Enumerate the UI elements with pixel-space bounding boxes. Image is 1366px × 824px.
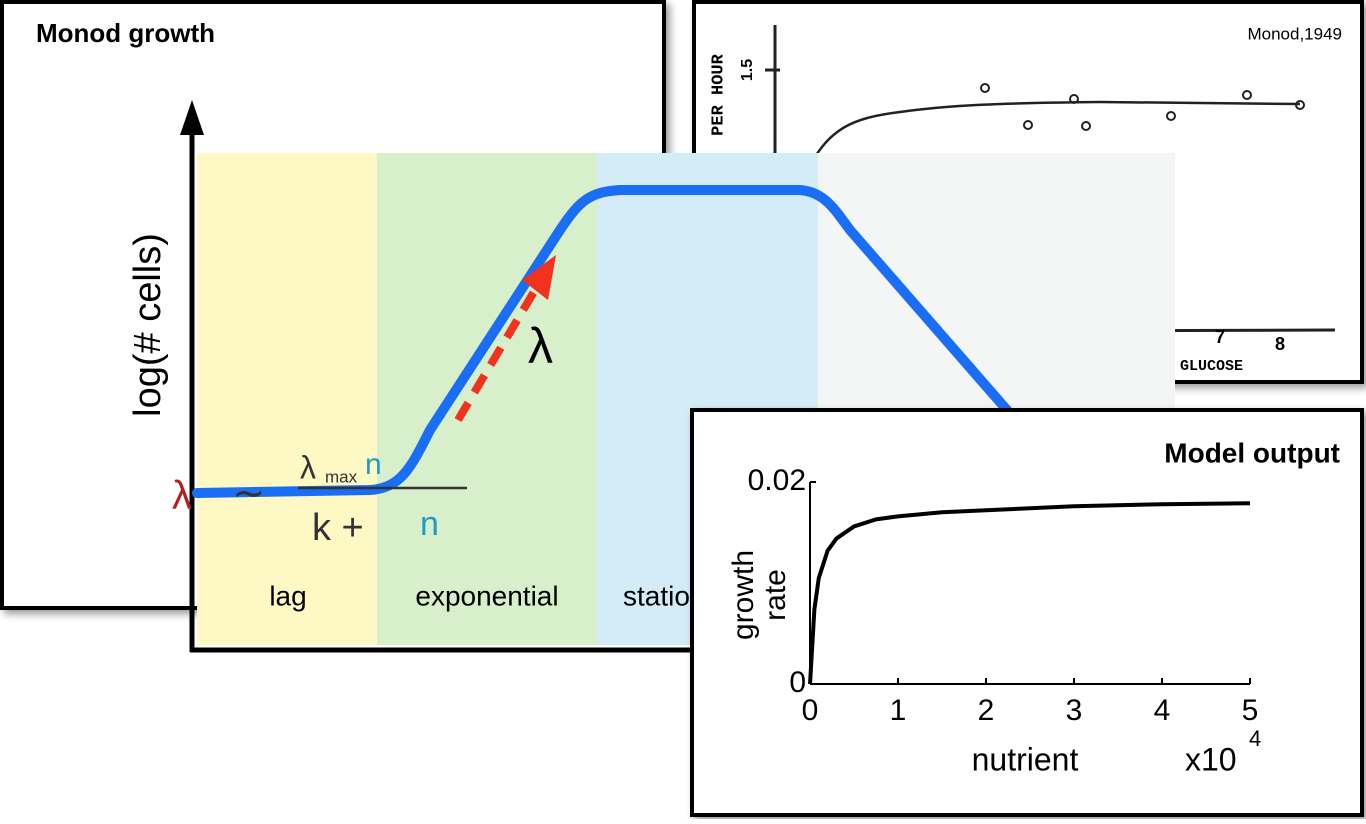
phase-lag <box>197 153 377 645</box>
formula-variable: n <box>420 505 439 543</box>
phase-label: exponential <box>415 580 558 611</box>
slide: Monod growth Monod,1949 PER HOUR 1.5 7 8… <box>0 0 1366 819</box>
formula-relation: ∼ <box>232 472 266 516</box>
chart-title: Model output <box>1164 437 1340 468</box>
page: Monod growth Monod,1949 PER HOUR 1.5 7 8… <box>0 0 1366 819</box>
formula-numerator: λ <box>300 449 316 485</box>
x-tick-label: 5 <box>1242 694 1259 727</box>
scan-x-label: GLUCOSE <box>1180 358 1243 375</box>
scan-x-tick: 8 <box>1275 334 1285 354</box>
formula-lhs: λ <box>172 474 192 518</box>
y-tick-label: 0.02 <box>748 464 806 497</box>
formula-denominator: k + <box>312 507 374 549</box>
x-tick-label: 4 <box>1154 694 1171 727</box>
x-tick-label: 3 <box>1066 694 1083 727</box>
y-axis-label: rate <box>759 569 792 621</box>
x-multiplier: x10 <box>1185 741 1237 777</box>
citation: Monod,1949 <box>1247 24 1342 43</box>
x-tick-label: 1 <box>890 694 907 727</box>
rate-symbol: λ <box>528 318 553 374</box>
x-axis-label: nutrient <box>972 741 1079 777</box>
scan-y-tick: 1.5 <box>739 59 756 81</box>
phase-label: lag <box>269 580 306 611</box>
x-tick-label: 0 <box>802 694 819 727</box>
x-tick-label: 2 <box>978 694 995 727</box>
y-axis-label: growth <box>727 550 760 640</box>
y-axis-label: log(# cells) <box>127 233 169 417</box>
x-multiplier-exponent: 4 <box>1249 726 1261 751</box>
panel-title: Monod growth <box>36 18 215 48</box>
scan-y-label: PER HOUR <box>709 53 728 135</box>
formula-subscript: max <box>325 467 358 486</box>
scan-x-tick: 7 <box>1215 327 1225 347</box>
formula-variable: n <box>365 448 382 481</box>
